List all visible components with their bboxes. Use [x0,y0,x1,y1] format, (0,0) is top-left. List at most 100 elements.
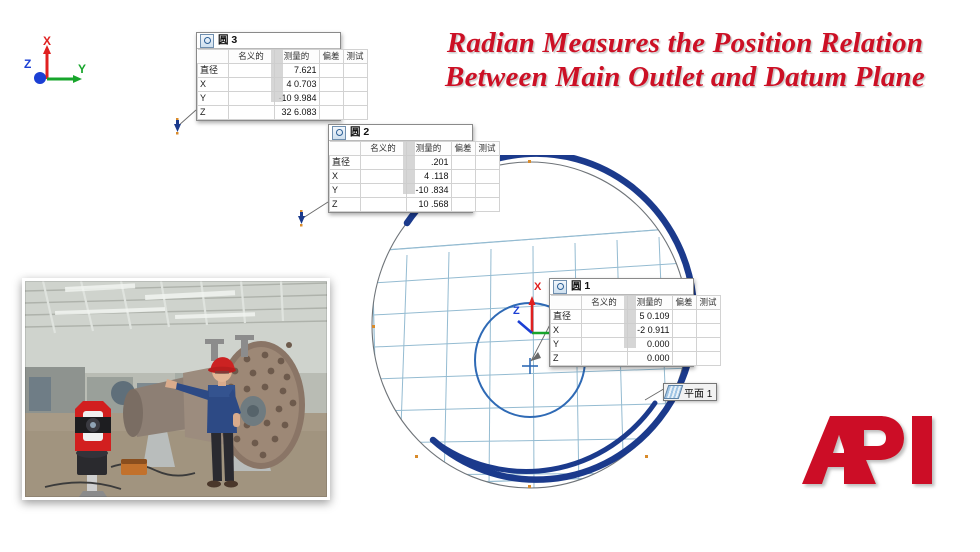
table-row: 直径 .201 [329,155,500,170]
plane-callout-label: 平面 1 [684,388,713,400]
cell-deviation [450,197,476,212]
cell-deviation [450,155,476,170]
world-axis-label-y: Y [78,62,87,76]
plane-feature-icon [663,385,684,399]
col-header-nominal: 名义的 [359,141,407,156]
cell-nominal [227,105,275,120]
cell-test [342,105,368,120]
cell-nominal [580,351,628,366]
cad-axis-label-x: X [534,281,542,293]
cell-test [695,309,721,324]
measurement-table-circle-3[interactable]: 圆 3 名义的 测量的 偏差 测试 直径 7.621 X 4 0.703 [196,32,368,121]
cell-measured: -2 0.911 [626,323,673,338]
cell-measured: 4 .118 [405,169,452,184]
api-logo [800,412,950,490]
row-label: X [197,77,229,92]
cad-axis-label-z: Z [513,305,520,317]
cell-deviation [671,337,697,352]
col-header-nominal: 名义的 [227,49,275,64]
col-header-deviation: 偏差 [450,141,476,156]
cell-nominal [359,155,407,170]
cell-deviation [450,183,476,198]
cell-measured: 32 6.083 [273,105,320,120]
table-header-row: 名义的 测量的 偏差 测试 [329,141,500,156]
col-header-measured: 测量的 [273,49,320,64]
row-label: Y [329,183,361,198]
center-marker [522,358,538,374]
cell-test [474,169,500,184]
laser-tracker [75,401,111,497]
cell-nominal [580,337,628,352]
cell-test [474,155,500,170]
table-body: 名义的 测量的 偏差 测试 直径 5 0.109 X -2 0.911 Y [550,295,721,366]
cell-nominal [359,197,407,212]
row-label: Z [329,197,361,212]
cell-test [695,351,721,366]
outer-circle-measured-lower [430,400,658,474]
cell-test [342,77,368,92]
measurement-table-circle-2[interactable]: 圆 2 名义的 测量的 偏差 测试 直径 .201 X 4 .118 [328,124,500,213]
col-header-row [550,295,582,310]
api-logo-glyph [802,416,932,484]
col-header-deviation: 偏差 [318,49,344,64]
cell-nominal [580,309,628,324]
cell-nominal [580,323,628,338]
table-row: Y -10 .834 [329,183,500,198]
col-header-nominal: 名义的 [580,295,628,310]
col-header-test: 测试 [342,49,368,64]
cell-measured: 5 0.109 [626,309,673,324]
world-axis-triad-glyph [34,45,82,84]
cell-deviation [318,91,344,106]
cell-nominal [359,169,407,184]
row-label: Y [550,337,582,352]
cell-test [474,197,500,212]
col-header-test: 测试 [695,295,721,310]
world-axis-label-z: Z [24,57,32,71]
cell-nominal [227,63,275,78]
table-header-circle-3: 圆 3 [197,33,340,49]
table-row: Z 10 .568 [329,197,500,212]
cell-deviation [671,309,697,324]
row-label: X [329,169,361,184]
cell-test [474,183,500,198]
table-title: 圆 1 [571,280,591,292]
world-axis-triad: X Y Z [16,34,92,96]
row-label: Z [550,351,582,366]
table-body: 名义的 测量的 偏差 测试 直径 7.621 X 4 0.703 Y [197,49,368,120]
factory-photo-illustration [25,281,327,497]
table-row: Y -10 9.984 [197,91,368,106]
cell-measured: -10 9.984 [273,91,320,106]
table-header-circle-2: 圆 2 [329,125,472,141]
col-header-deviation: 偏差 [671,295,697,310]
table-row: Z 32 6.083 [197,105,368,120]
cell-measured: 0.000 [626,351,673,366]
circle-feature-icon [200,33,214,48]
measurement-table-circle-1[interactable]: 圆 1 名义的 测量的 偏差 测试 直径 5 0.109 X -2 0.911 [549,278,721,367]
row-label: 直径 [197,63,229,78]
col-header-measured: 测量的 [405,141,452,156]
leader-endpoint-circle-3 [174,118,181,135]
plane-callout[interactable]: 平面 1 [663,383,718,401]
table-header-row: 名义的 测量的 偏差 测试 [550,295,721,310]
table-body: 名义的 测量的 偏差 测试 直径 .201 X 4 .118 Y [329,141,500,212]
cell-test [342,91,368,106]
table-row: 直径 7.621 [197,63,368,78]
table-title: 圆 2 [350,126,370,138]
col-header-row [329,141,361,156]
table-row: X -2 0.911 [550,323,721,338]
worker [165,357,241,488]
page-title-line-2: Between Main Outlet and Datum Plane [445,61,925,93]
cell-deviation [318,63,344,78]
cell-nominal [227,77,275,92]
leader-arrow-circle-1 [531,352,541,361]
table-row: 直径 5 0.109 [550,309,721,324]
cell-deviation [450,169,476,184]
cell-test [342,63,368,78]
table-title: 圆 3 [218,34,238,46]
circle-feature-icon [332,125,346,140]
cell-measured: 7.621 [273,63,320,78]
col-header-measured: 测量的 [626,295,673,310]
row-label: X [550,323,582,338]
cell-deviation [318,105,344,120]
